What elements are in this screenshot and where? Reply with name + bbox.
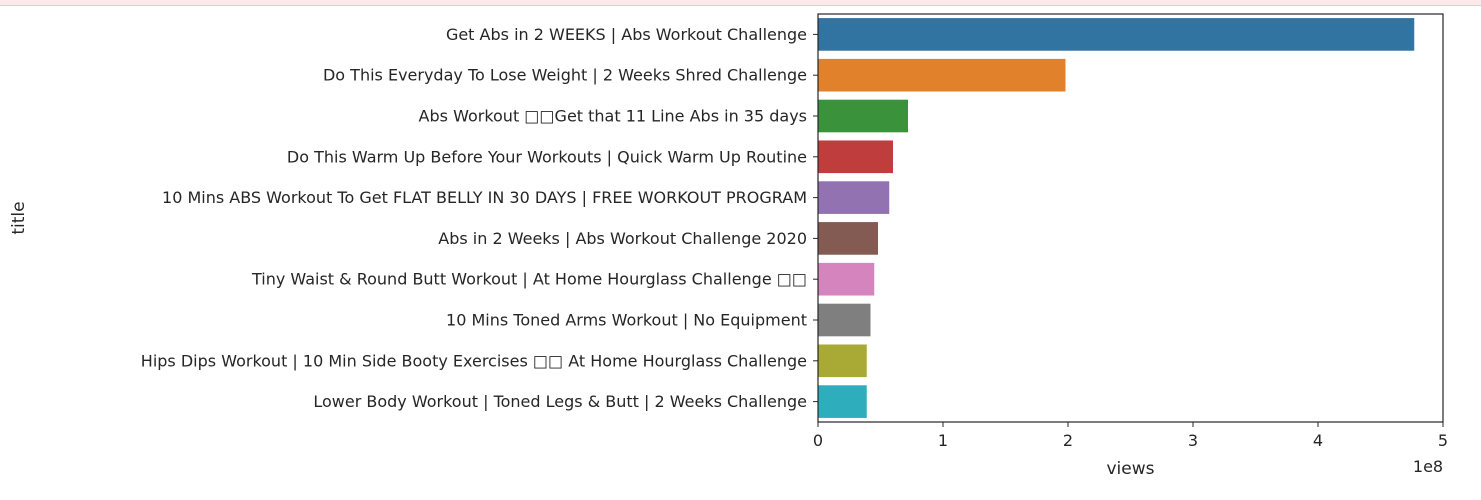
bar-3	[818, 99, 908, 133]
y-tick-label-5: 10 Mins ABS Workout To Get FLAT BELLY IN…	[162, 188, 807, 207]
x-tick-label-3: 3	[1188, 431, 1198, 450]
bar-8	[818, 303, 871, 337]
y-tick-label-9: Hips Dips Workout | 10 Min Side Booty Ex…	[141, 351, 807, 370]
bar-9	[818, 344, 867, 378]
bars-group	[818, 18, 1415, 418]
y-axis-label: title	[9, 201, 29, 234]
x-axis-offset-text: 1e8	[1413, 457, 1443, 476]
bar-7	[818, 262, 875, 296]
x-tick-label-5: 5	[1438, 431, 1448, 450]
x-tick-label-2: 2	[1063, 431, 1073, 450]
bar-10	[818, 385, 867, 418]
plot-frame	[817, 13, 1444, 423]
bar-5	[818, 181, 890, 214]
y-tick-label-6: Abs in 2 Weeks | Abs Workout Challenge 2…	[438, 229, 807, 248]
bar-1	[818, 18, 1415, 51]
top-border-strip	[0, 0, 1481, 6]
y-tick-label-8: 10 Mins Toned Arms Workout | No Equipmen…	[446, 311, 807, 330]
bar-4	[818, 140, 893, 174]
y-tick-label-7: Tiny Waist & Round Butt Workout | At Hom…	[251, 270, 807, 289]
bar-2	[818, 58, 1066, 92]
x-tick-label-1: 1	[938, 431, 948, 450]
y-tick-label-1: Get Abs in 2 WEEKS | Abs Workout Challen…	[446, 25, 807, 44]
bar-6	[818, 222, 878, 255]
y-tick-labels: Get Abs in 2 WEEKS | Abs Workout Challen…	[141, 25, 818, 411]
x-tick-label-4: 4	[1313, 431, 1323, 450]
y-tick-label-2: Do This Everyday To Lose Weight | 2 Week…	[323, 66, 807, 85]
x-ticks: 0 1 2 3 4 5	[813, 422, 1448, 450]
y-tick-label-4: Do This Warm Up Before Your Workouts | Q…	[287, 147, 807, 166]
x-tick-label-0: 0	[813, 431, 823, 450]
y-tick-label-3: Abs Workout □□Get that 11 Line Abs in 35…	[419, 107, 807, 126]
y-tick-label-10: Lower Body Workout | Toned Legs & Butt |…	[313, 392, 807, 411]
x-axis-label: views	[1106, 459, 1154, 479]
